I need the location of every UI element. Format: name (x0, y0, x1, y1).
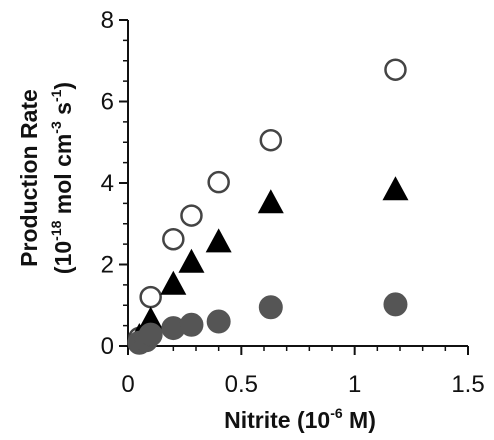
data-series (126, 58, 409, 355)
y-tick-label: 4 (101, 170, 114, 197)
y-axis-title-line2: (10-18 mol cm-3 s-1) (48, 82, 76, 274)
y-title-part-a: (10 (50, 241, 76, 274)
x-tick-label: 1.5 (451, 371, 484, 398)
x-axis-title-prefix: Nitrite (10 (224, 407, 330, 433)
data-point-filled-circle (206, 309, 231, 334)
data-point-filled-circle (258, 295, 283, 320)
data-point-open-circle (207, 170, 230, 194)
y-tick-label: 2 (101, 252, 114, 279)
y-axis-title: Production Rate (10-18 mol cm-3 s-1) (16, 82, 76, 274)
y-title-part-b: mol cm (50, 134, 76, 221)
x-tick-label: 0 (121, 371, 134, 398)
x-axis-title-suffix: M) (343, 407, 376, 433)
data-point-open-circle (162, 227, 185, 251)
y-title-sup-a: -18 (48, 220, 64, 240)
data-point-open-circle (259, 128, 283, 152)
data-point-filled-circle (138, 322, 163, 347)
data-point-filled-circle (179, 312, 204, 337)
y-tick-label: 8 (101, 7, 114, 34)
axis-ticks (119, 19, 469, 355)
data-point-triangle (205, 228, 232, 253)
y-title-sup-b: -3 (48, 121, 64, 134)
x-tick-label: 0.5 (225, 371, 258, 398)
plot-area (127, 20, 468, 347)
series-2 (127, 292, 408, 355)
data-point-open-circle (180, 204, 203, 227)
x-tick-label: 1 (348, 371, 361, 398)
y-title-part-c: s (50, 102, 76, 121)
y-tick-label: 0 (101, 333, 114, 360)
data-point-triangle (160, 270, 187, 295)
y-title-sup-c: -1 (48, 89, 64, 102)
data-point-triangle (257, 189, 284, 214)
data-point-open-circle (139, 285, 162, 309)
data-point-open-circle (384, 58, 407, 81)
y-tick-label: 6 (101, 89, 114, 116)
data-point-triangle (178, 248, 205, 273)
y-title-part-d: ) (50, 82, 76, 90)
tick-labels: 0 2 4 6 8 0 0.5 1 1.5 (101, 7, 485, 398)
x-axis-title-superscript: -6 (330, 405, 343, 421)
y-axis-title-line1: Production Rate (16, 89, 42, 267)
data-point-filled-circle (383, 292, 408, 317)
series-0 (128, 58, 407, 350)
x-axis-title: Nitrite (10-6 M) (224, 405, 376, 433)
data-point-triangle (382, 176, 409, 201)
